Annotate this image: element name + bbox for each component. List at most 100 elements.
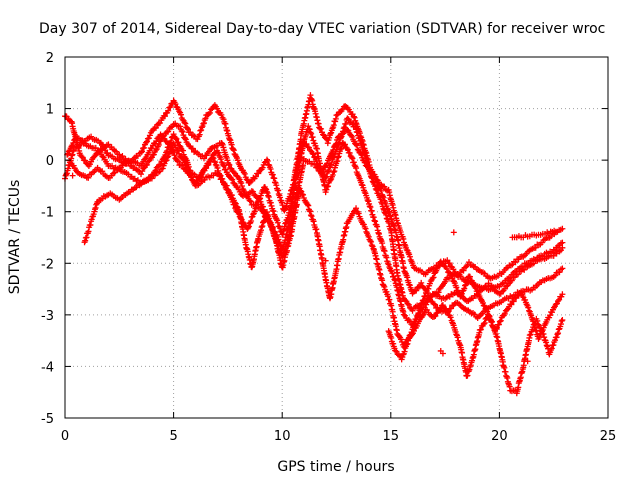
data-point (390, 273, 397, 280)
data-point (289, 184, 296, 191)
data-point (352, 120, 359, 127)
data-point (449, 319, 456, 326)
data-point (541, 334, 548, 341)
data-point (429, 275, 436, 282)
data-point (495, 321, 502, 328)
data-point (474, 288, 481, 295)
data-point (381, 283, 388, 290)
data-point (497, 317, 504, 324)
data-point (267, 199, 274, 206)
data-point (177, 123, 184, 130)
data-point (501, 310, 508, 317)
data-point (205, 161, 212, 168)
data-point (365, 233, 372, 240)
x-axis-label: GPS time / hours (277, 459, 394, 475)
x-tick-label: 20 (491, 429, 508, 444)
data-point (404, 300, 411, 307)
data-point (525, 304, 532, 311)
data-point (344, 126, 351, 133)
data-point (422, 293, 429, 300)
data-point (350, 113, 357, 120)
data-point (229, 176, 236, 183)
data-point (198, 127, 205, 134)
data-point (318, 125, 325, 132)
data-point (162, 158, 169, 165)
data-point (480, 302, 487, 309)
data-point (305, 123, 312, 130)
data-point (559, 244, 566, 251)
axis-ticks: 0 5 10 15 20 25 -5 -4 -3 -2 -1 0 1 2 (41, 51, 616, 444)
data-point (185, 168, 192, 175)
data-point (346, 149, 353, 156)
data-point (481, 319, 488, 326)
data-point (225, 161, 232, 168)
data-point (177, 111, 184, 118)
data-point (171, 152, 178, 159)
data-point (443, 265, 450, 272)
data-point (486, 312, 493, 319)
data-point (430, 274, 437, 281)
data-point (307, 212, 314, 219)
data-point (402, 269, 409, 276)
data-point (163, 157, 170, 164)
data-point (482, 305, 489, 312)
data-point (174, 157, 181, 164)
data-point (379, 200, 386, 207)
data-point (230, 169, 237, 176)
data-point (389, 270, 396, 277)
data-point (277, 225, 284, 232)
data-point (521, 266, 528, 273)
data-point (387, 212, 394, 219)
data-point (85, 228, 92, 235)
y-tick-label: -3 (41, 309, 54, 324)
data-point (143, 138, 150, 145)
data-point (434, 265, 441, 272)
data-point (548, 345, 555, 352)
data-point (488, 319, 495, 326)
x-tick-label: 0 (61, 429, 69, 444)
data-point (259, 164, 266, 171)
data-point (390, 222, 397, 229)
data-point (269, 171, 276, 178)
data-point (504, 306, 511, 313)
data-point (152, 147, 159, 154)
data-point (165, 128, 172, 135)
data-point (330, 122, 337, 129)
data-point (388, 335, 395, 341)
data-point (355, 210, 362, 217)
data-point (435, 289, 442, 296)
data-point (526, 307, 533, 314)
data-point (324, 140, 331, 147)
data-point (145, 135, 152, 142)
y-axis-label: SDTVAR / TECUs (7, 180, 23, 295)
data-point (327, 130, 334, 137)
y-tick-label: -2 (41, 257, 54, 272)
data-point (423, 301, 430, 308)
data-point (179, 162, 186, 169)
x-tick-label: 10 (274, 429, 291, 444)
data-point (358, 136, 365, 143)
y-tick-label: -4 (41, 360, 54, 375)
data-point (387, 213, 394, 220)
data-point (392, 347, 399, 354)
data-point (373, 187, 380, 194)
data-point (338, 133, 345, 140)
data-point (234, 208, 241, 215)
data-point (340, 125, 347, 132)
data-point (480, 321, 487, 328)
data-point (450, 229, 457, 236)
data-point (222, 166, 229, 173)
data-point (340, 128, 347, 135)
data-point (228, 192, 235, 199)
data-point (464, 372, 471, 379)
data-point (341, 141, 348, 148)
data-point (274, 219, 281, 226)
data-point (178, 127, 185, 134)
data-point (400, 265, 407, 272)
data-point (157, 161, 164, 168)
data-point (245, 224, 252, 231)
data-point (383, 211, 390, 218)
data-point (418, 279, 425, 286)
data-point (188, 174, 195, 181)
